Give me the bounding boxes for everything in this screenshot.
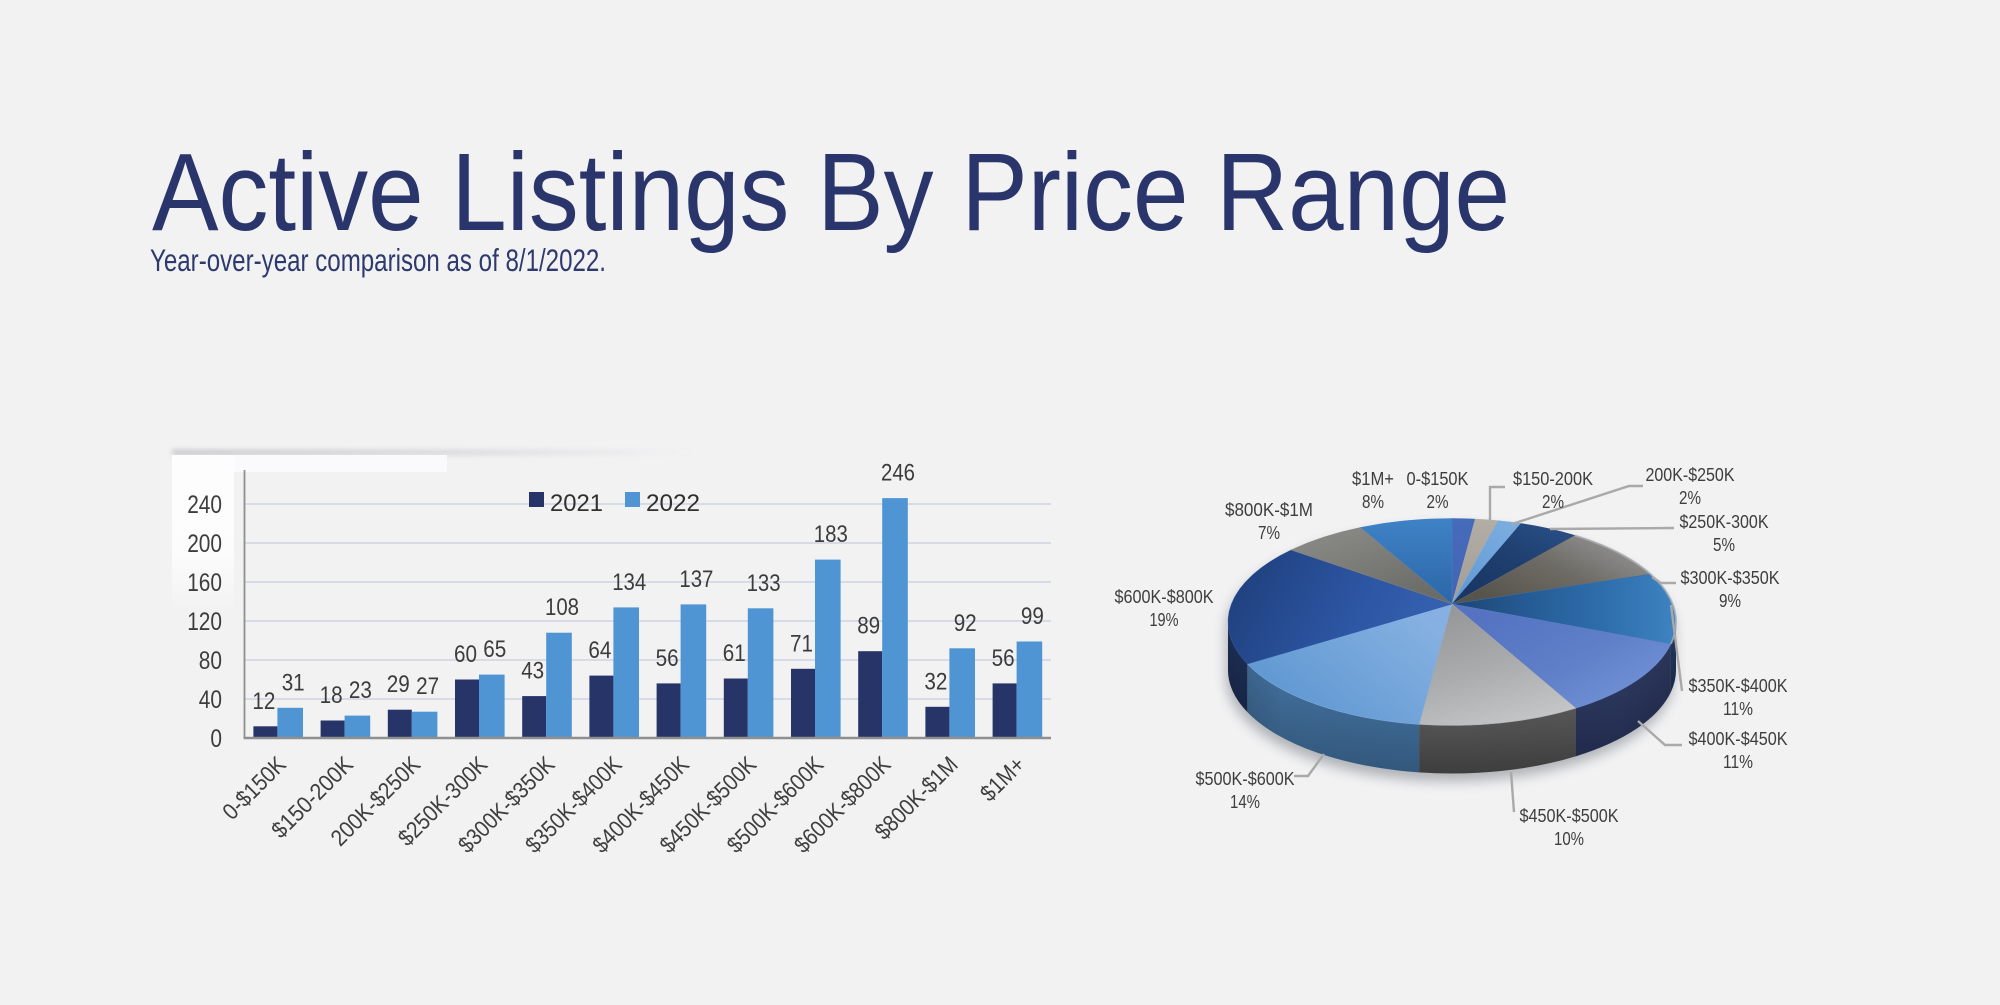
svg-text:2021: 2021 <box>550 490 603 517</box>
svg-text:2%: 2% <box>1542 491 1564 512</box>
svg-text:9%: 9% <box>1719 590 1741 611</box>
svg-text:$600K-$800K: $600K-$800K <box>1115 586 1215 607</box>
svg-text:Active Listings By Price Range: Active Listings By Price Range <box>152 131 1510 254</box>
svg-text:8%: 8% <box>1362 491 1384 512</box>
svg-text:$300K-$350K: $300K-$350K <box>1681 567 1781 588</box>
svg-text:43: 43 <box>521 658 544 685</box>
svg-text:$450K-$500K: $450K-$500K <box>1520 805 1620 826</box>
svg-text:56: 56 <box>992 645 1015 672</box>
svg-text:64: 64 <box>588 637 611 664</box>
svg-text:0: 0 <box>210 725 222 753</box>
svg-text:$150-200K: $150-200K <box>1513 468 1594 489</box>
svg-text:0-$150K: 0-$150K <box>1407 468 1470 489</box>
svg-text:99: 99 <box>1021 603 1044 630</box>
svg-text:11%: 11% <box>1723 751 1753 772</box>
svg-text:11%: 11% <box>1723 698 1753 719</box>
svg-text:7%: 7% <box>1258 522 1280 543</box>
svg-text:2022: 2022 <box>646 490 700 517</box>
svg-text:137: 137 <box>679 566 713 593</box>
svg-text:$500K-$600K: $500K-$600K <box>1196 768 1296 789</box>
svg-text:$250K-300K: $250K-300K <box>1680 511 1770 532</box>
svg-text:$400K-$450K: $400K-$450K <box>1689 728 1789 749</box>
svg-text:61: 61 <box>723 640 746 667</box>
svg-text:120: 120 <box>187 608 222 636</box>
svg-text:5%: 5% <box>1713 534 1735 555</box>
svg-text:133: 133 <box>747 570 781 597</box>
svg-text:56: 56 <box>656 645 679 672</box>
svg-text:200K-$250K: 200K-$250K <box>1646 464 1736 485</box>
svg-text:40: 40 <box>199 686 222 714</box>
svg-text:2%: 2% <box>1427 491 1449 512</box>
svg-text:$800K-$1M: $800K-$1M <box>1225 499 1313 520</box>
svg-text:60: 60 <box>454 641 477 668</box>
svg-text:92: 92 <box>954 610 977 637</box>
svg-text:19%: 19% <box>1150 609 1179 630</box>
svg-text:80: 80 <box>199 647 222 675</box>
svg-text:108: 108 <box>545 594 579 621</box>
svg-text:Year-over-year comparison as o: Year-over-year comparison as of 8/1/2022… <box>150 242 606 278</box>
svg-text:65: 65 <box>483 636 506 663</box>
svg-text:12: 12 <box>252 688 275 715</box>
svg-text:23: 23 <box>349 677 372 704</box>
svg-text:200: 200 <box>187 530 222 558</box>
svg-text:18: 18 <box>320 682 343 709</box>
svg-text:2%: 2% <box>1679 487 1701 508</box>
svg-text:246: 246 <box>881 460 915 487</box>
svg-text:27: 27 <box>416 673 439 700</box>
svg-text:240: 240 <box>187 491 222 519</box>
svg-text:89: 89 <box>857 613 880 640</box>
svg-text:$1M+: $1M+ <box>1352 468 1394 489</box>
svg-text:32: 32 <box>924 668 947 695</box>
svg-text:134: 134 <box>612 569 646 596</box>
svg-text:31: 31 <box>282 669 305 696</box>
svg-text:$350K-$400K: $350K-$400K <box>1689 675 1789 696</box>
svg-text:10%: 10% <box>1554 828 1584 849</box>
svg-text:71: 71 <box>790 630 813 657</box>
svg-text:183: 183 <box>814 521 848 548</box>
svg-text:29: 29 <box>387 671 410 698</box>
svg-text:14%: 14% <box>1230 791 1260 812</box>
svg-text:160: 160 <box>187 569 222 597</box>
